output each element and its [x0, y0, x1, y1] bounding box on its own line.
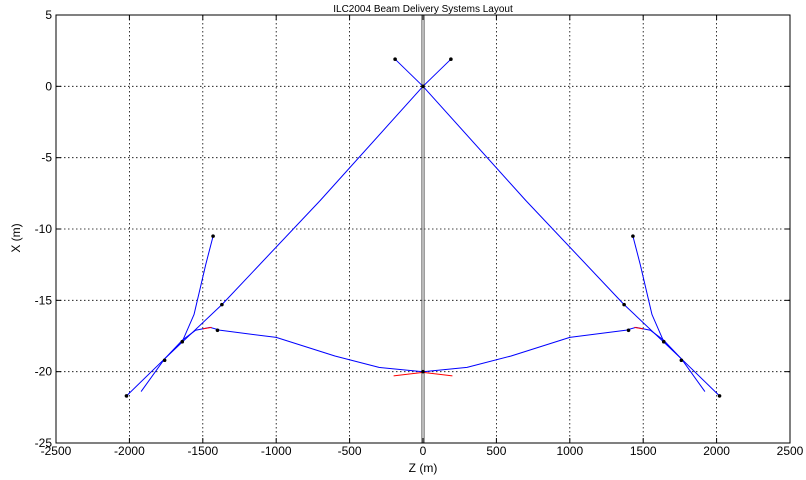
- data-point-marker: [626, 328, 631, 333]
- x-tick-label: -2500: [41, 444, 72, 458]
- y-tick-label: 0: [45, 79, 52, 93]
- y-tick-label: -10: [35, 222, 53, 236]
- marker-group: [124, 57, 722, 398]
- data-point-marker: [661, 339, 666, 344]
- series-line-5: [164, 235, 214, 360]
- x-tick-label: -1500: [187, 444, 218, 458]
- x-tick-label: -2000: [114, 444, 145, 458]
- data-point-marker: [622, 302, 626, 307]
- series-group: [126, 58, 720, 397]
- data-point-marker: [124, 394, 129, 398]
- data-point-marker: [449, 57, 453, 62]
- chart-title: ILC2004 Beam Delivery Systems Layout: [333, 4, 513, 15]
- data-point-marker: [631, 234, 635, 238]
- y-tick-label: -5: [41, 151, 52, 165]
- vertical-band-rect: [421, 14, 425, 444]
- data-point-marker: [421, 84, 425, 89]
- series-line-3: [126, 58, 452, 397]
- y-tick-label: -20: [35, 365, 53, 379]
- data-point-marker: [180, 339, 185, 344]
- y-tick-label: 5: [45, 8, 52, 22]
- data-point-marker: [421, 369, 425, 374]
- red-segment-1: [202, 326, 212, 330]
- y-axis-label: X (m): [9, 223, 23, 252]
- y-tick-label: -15: [35, 293, 53, 307]
- data-point-marker: [162, 358, 167, 363]
- x-tick-label: 2000: [703, 444, 730, 458]
- x-tick-label: 2500: [777, 444, 804, 458]
- x-tick-label: 1500: [630, 444, 657, 458]
- series-line-4: [394, 58, 720, 397]
- data-point-marker: [220, 302, 224, 307]
- data-point-marker: [717, 394, 722, 398]
- x-tick-label: 500: [486, 444, 506, 458]
- data-point-marker: [215, 328, 220, 333]
- red-segment-2: [634, 326, 644, 330]
- x-tick-label: 1000: [556, 444, 583, 458]
- data-point-marker: [679, 358, 684, 363]
- series-line-2: [422, 326, 706, 392]
- x-axis-label: Z (m): [409, 461, 438, 475]
- x-tick-label: 0: [420, 444, 427, 458]
- tick-group: -2500 -2000 -1500 -1000 -500 0 500 1000 1500 2000…: [35, 8, 804, 458]
- x-tick-label: -1000: [261, 444, 292, 458]
- vertical-band: [421, 14, 425, 444]
- data-point-marker: [393, 57, 397, 62]
- series-line-6: [632, 235, 682, 360]
- x-tick-label: -500: [338, 444, 362, 458]
- series-line-1: [140, 326, 424, 392]
- data-point-marker: [211, 234, 215, 238]
- y-tick-label: -25: [35, 436, 53, 450]
